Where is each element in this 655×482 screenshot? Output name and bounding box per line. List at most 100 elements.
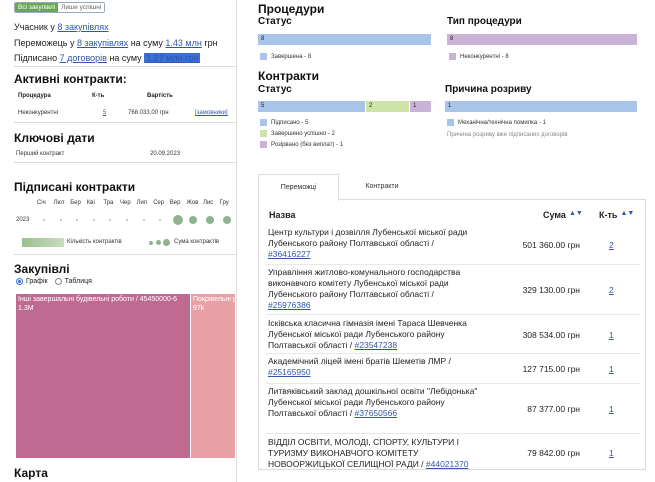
month-label: Чер	[120, 200, 131, 206]
treemap-tile-2[interactable]: Покрівельні роботи 97k	[191, 294, 235, 458]
row-count-link[interactable]: 2	[609, 284, 614, 295]
termination-reason-bar[interactable]: 1	[445, 101, 637, 112]
bar-value: 1	[448, 103, 452, 109]
tabs-panel	[258, 199, 646, 470]
col-sum-header[interactable]: Сума ▲▼	[543, 210, 583, 220]
divider	[14, 122, 237, 123]
winner-link[interactable]: 8 закупівлях	[76, 38, 129, 48]
key-dates-title: Ключові дати	[14, 131, 95, 145]
empty-dot	[126, 219, 128, 221]
row-id-link[interactable]: #25976386	[268, 300, 311, 310]
tab-winners[interactable]: Переможці	[258, 174, 339, 201]
view-radios: Графік Таблиця	[16, 278, 92, 285]
procedure-status-legend: Завершена - 8	[260, 53, 311, 60]
toggle-success[interactable]: Лише успішні	[58, 3, 105, 12]
bar-value: 2	[369, 103, 373, 109]
row-sum: 127 715.00 грн	[522, 363, 580, 374]
row-id-link[interactable]: #25165950	[268, 367, 311, 377]
contract-legend-completed: Завершено успішно - 2	[260, 130, 335, 137]
procedure-type-bar[interactable]: 8	[447, 34, 637, 45]
treemap-tile-1[interactable]: Інші завершальні будівельні роботи / 454…	[16, 294, 190, 458]
row-count-link[interactable]: 1	[609, 403, 614, 414]
month-label: Вер	[169, 200, 181, 206]
toggle-all[interactable]: Всі закупівлі	[15, 3, 59, 12]
month-label: Бер	[70, 200, 81, 206]
row-count-link[interactable]: 1	[609, 363, 614, 374]
col-name-header[interactable]: Назва	[269, 210, 296, 220]
count-legend-label: Кількість контрактів	[67, 239, 122, 245]
empty-dot	[76, 219, 79, 221]
column-divider	[236, 0, 237, 482]
row-sum: 501 360.00 грн	[522, 239, 580, 250]
empty-dot	[92, 219, 95, 221]
sum-legend-label: Сума контрактів	[174, 239, 220, 245]
col-sum-label: Сума	[543, 210, 566, 220]
contract-status-bar-completed[interactable]: 2	[366, 101, 409, 112]
treemap-tile-2-value: 97k	[193, 305, 205, 312]
row-divider	[266, 383, 640, 384]
row-name: Ісківська класична гімназія імені Тараса…	[268, 318, 478, 351]
radio-table-label: Таблиця	[64, 278, 92, 285]
radio-chart[interactable]	[16, 278, 23, 285]
contract-dot[interactable]	[206, 216, 214, 224]
row-count-link[interactable]: 5	[103, 110, 107, 116]
col-count-header[interactable]: К-ть ▲▼	[599, 210, 634, 220]
swatch	[260, 141, 267, 148]
termination-reason-title: Причина розриву	[445, 84, 532, 95]
summary-text: Переможець у	[14, 38, 77, 48]
radio-table[interactable]	[54, 278, 62, 285]
row-id-link[interactable]: #36416227	[268, 249, 311, 259]
bar-value: 5	[261, 103, 265, 109]
summary-text: грн	[201, 38, 218, 48]
contract-dot[interactable]	[172, 215, 183, 225]
contract-status-bar-signed[interactable]: 5	[258, 101, 365, 112]
row-count-link[interactable]: 2	[609, 239, 614, 250]
row-name: Литвяківський заклад дошкільної освіти "…	[268, 386, 478, 419]
treemap-tile-1-value: 1.3M	[18, 305, 34, 312]
contract-legend-signed: Підписано - 5	[260, 119, 308, 126]
row-id-link[interactable]: #44021370	[425, 459, 469, 469]
empty-dot	[43, 219, 45, 221]
row-divider	[266, 353, 640, 354]
row-divider	[266, 264, 640, 265]
winner-amount[interactable]: 1.43 млн	[165, 38, 202, 48]
contract-dot[interactable]	[189, 216, 198, 224]
row-name-text: ВІДДІЛ ОСВІТИ, МОЛОДІ, СПОРТУ, КУЛЬТУРИ …	[268, 437, 459, 469]
empty-dot	[142, 219, 145, 221]
row-count-link[interactable]: 1	[609, 447, 614, 458]
row-divider	[266, 433, 640, 434]
signed-amount[interactable]: 1.27 млн грн	[144, 53, 201, 63]
row-name: Управління житлово-комунального господар…	[268, 267, 478, 311]
month-label: Гру	[219, 200, 229, 206]
col-procedure: Процедура	[18, 93, 51, 99]
customers-link[interactable]: [замовники]	[195, 110, 228, 116]
col-value: Вартість	[147, 93, 173, 99]
contract-dot[interactable]	[222, 216, 231, 224]
procedure-status-title: Статус	[258, 16, 292, 27]
row-id-link[interactable]: #23547238	[354, 340, 398, 350]
row-id-link[interactable]: #37650566	[354, 408, 398, 418]
year-label: 2023	[16, 217, 30, 223]
divider	[14, 66, 237, 67]
row-count-link[interactable]: 1	[609, 329, 614, 340]
sort-icon: ▲▼	[620, 210, 635, 217]
legend-text: Підписано - 5	[271, 119, 309, 126]
filter-toggle[interactable]: Всі закупівлі Лише успішні	[14, 2, 106, 13]
participant-link[interactable]: 8 закупівлях	[57, 22, 109, 32]
signed-link[interactable]: 7 договорів	[59, 53, 107, 63]
procedure-status-bar[interactable]: 8	[258, 34, 431, 45]
row-sum: 79 842.00 грн	[527, 447, 580, 458]
contract-status-bar-terminated[interactable]: 1	[410, 101, 431, 112]
row-value: 768 033.00 грн	[128, 110, 169, 116]
legend-text: Завершено успішно - 2	[271, 130, 335, 137]
sum-legend-dot-small	[149, 241, 153, 245]
legend-text: Завершена - 8	[271, 53, 312, 60]
divider	[14, 254, 237, 255]
summary-text: на суму	[106, 53, 145, 63]
sort-icon: ▲▼	[568, 210, 583, 217]
contract-legend-terminated: Розірвано (без виплат) - 1	[260, 141, 343, 148]
swatch	[260, 119, 267, 126]
bar-value: 8	[261, 36, 265, 42]
month-label: Кві	[86, 200, 95, 206]
tab-contracts[interactable]: Контракти	[365, 183, 399, 190]
